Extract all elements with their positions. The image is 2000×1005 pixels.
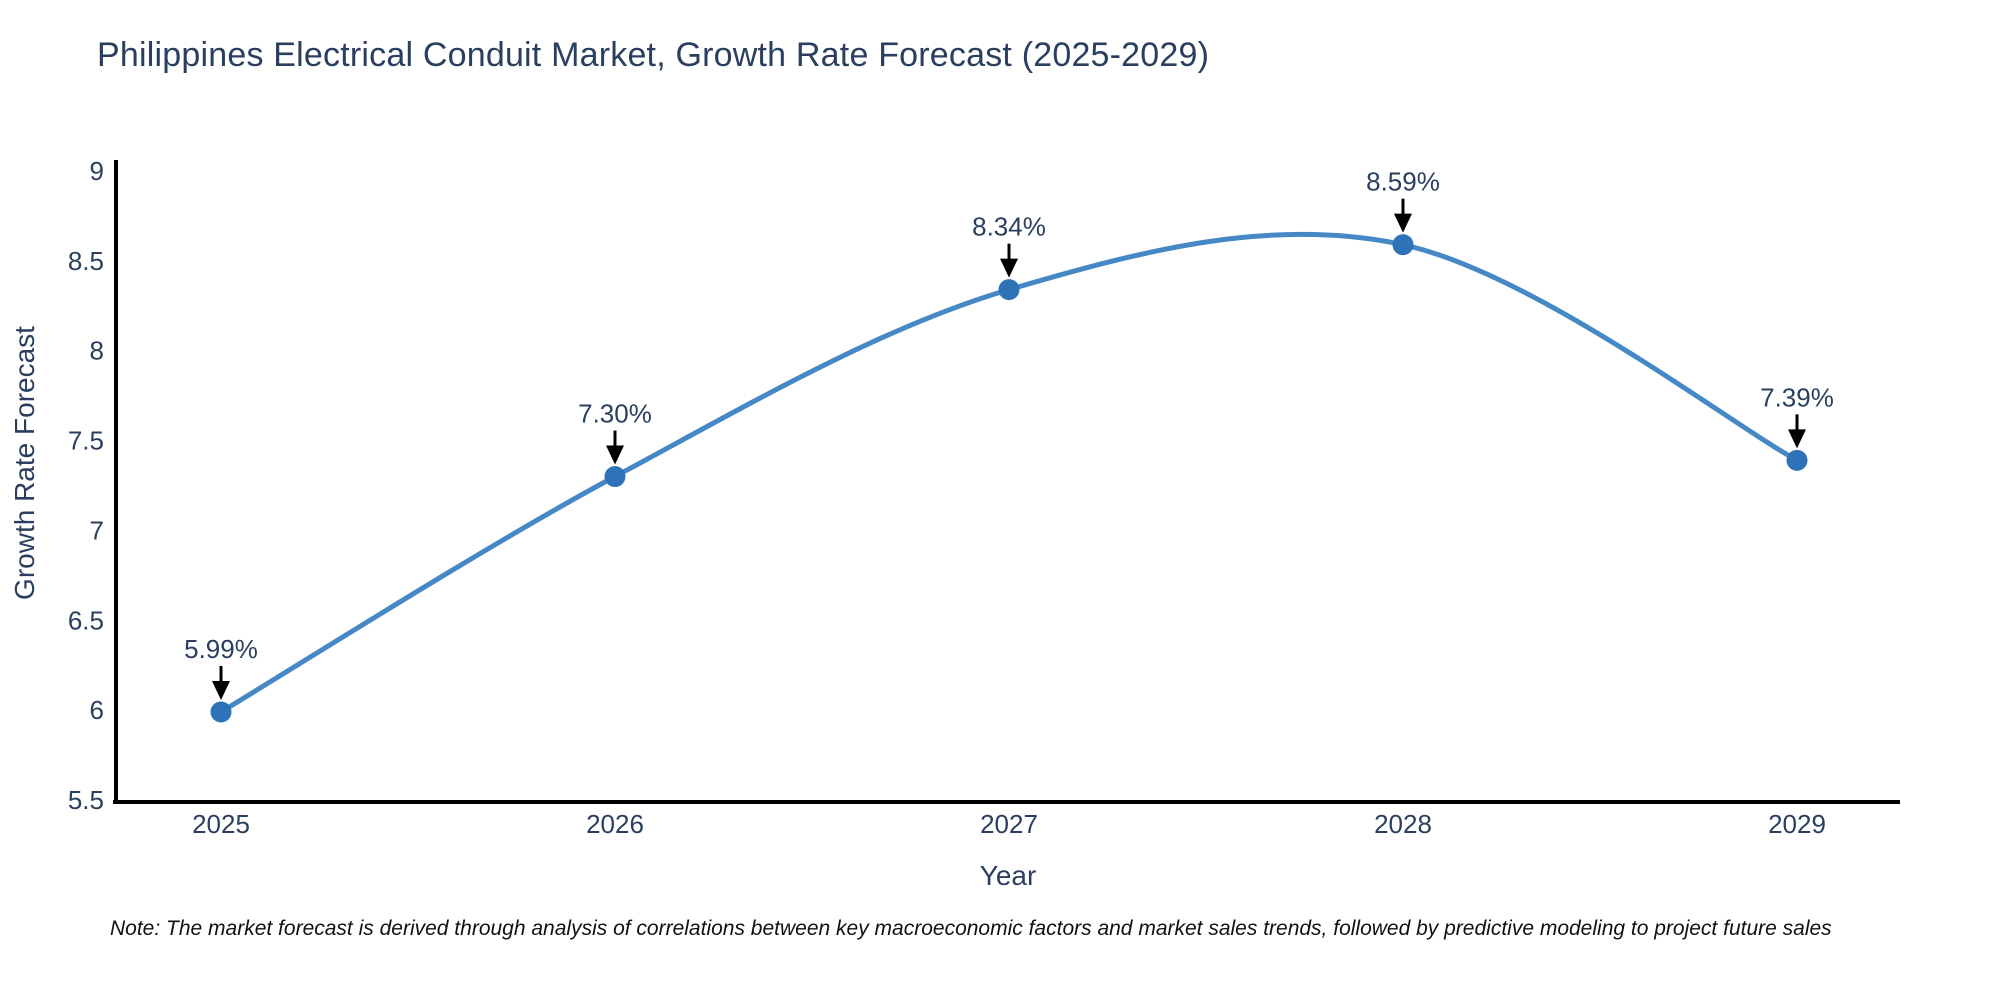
point-label: 7.39% (1760, 382, 1834, 412)
point-label: 5.99% (184, 634, 258, 664)
annotation-arrow-head (212, 680, 230, 700)
y-tick-label: 5.5 (68, 785, 104, 815)
y-tick-label: 8 (90, 336, 104, 366)
footnote: Note: The market forecast is derived thr… (110, 917, 1832, 940)
annotation-arrow-head (1000, 258, 1018, 278)
y-tick-label: 7.5 (68, 426, 104, 456)
forecast-line (218, 231, 1800, 715)
chart-title: Philippines Electrical Conduit Market, G… (97, 36, 1210, 74)
y-tick-label: 6 (90, 695, 104, 725)
annotation-arrow-head (1788, 429, 1806, 449)
point-label: 7.30% (578, 399, 652, 429)
y-tick-label: 9 (90, 156, 104, 186)
data-point-2028 (1392, 234, 1414, 256)
data-point-2029 (1786, 449, 1808, 471)
x-tick-label: 2025 (192, 809, 250, 839)
x-tick-label: 2028 (1374, 809, 1432, 839)
x-tick-label: 2026 (586, 809, 644, 839)
point-label: 8.59% (1366, 167, 1440, 197)
x-tick-label: 2029 (1768, 809, 1826, 839)
y-tick-label: 8.5 (68, 246, 104, 276)
annotation-arrow-head (1394, 213, 1412, 233)
data-point-2025 (210, 701, 232, 723)
annotation-arrow-head (606, 445, 624, 465)
y-tick-label: 6.5 (68, 605, 104, 635)
y-tick-label: 7 (90, 515, 104, 545)
data-point-2027 (998, 279, 1020, 301)
point-label: 8.34% (972, 212, 1046, 242)
x-tick-label: 2027 (980, 809, 1038, 839)
y-axis-title: Growth Rate Forecast (9, 326, 40, 600)
x-axis-title: Year (979, 860, 1037, 891)
data-point-2026 (604, 466, 626, 488)
